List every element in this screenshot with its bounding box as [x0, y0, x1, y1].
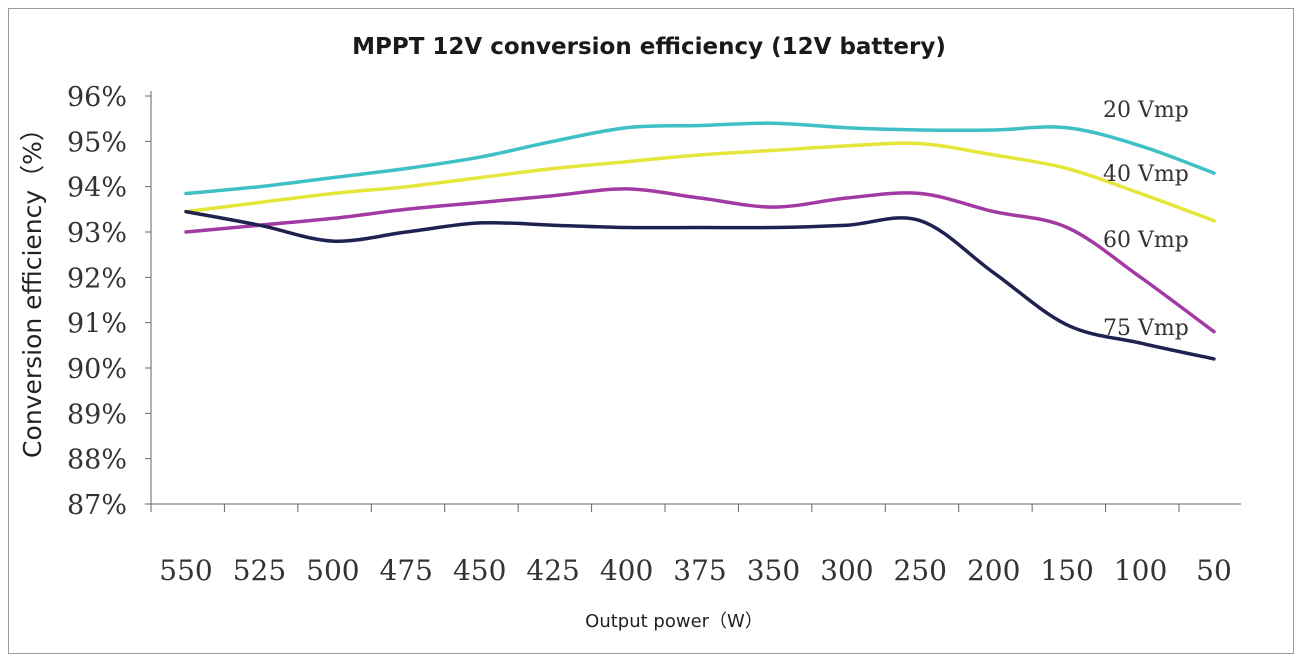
x-tick-label: 250: [894, 554, 947, 587]
x-tick-label: 425: [526, 554, 579, 587]
x-axis-label: Output power（W）: [585, 611, 763, 632]
y-tick-label: 95%: [67, 127, 127, 158]
series-line-20-vmp: [184, 121, 1216, 196]
y-tick-label: 92%: [67, 263, 127, 294]
series-label-75-vmp: 75 Vmp: [1103, 316, 1189, 341]
x-tick-label: 450: [453, 554, 506, 587]
series-lines: [184, 121, 1216, 361]
y-tick-labels: 87% 88% 89% 90% 91% 92% 93% 94% 95% 96%: [67, 82, 127, 521]
series-line-60-vmp: [184, 187, 1216, 334]
x-tick-label: 100: [1114, 554, 1167, 587]
y-tick-label: 91%: [67, 309, 127, 340]
x-tick-label: 200: [967, 554, 1020, 587]
x-tick-label: 300: [820, 554, 873, 587]
x-tick-label: 350: [747, 554, 800, 587]
y-tick-label: 89%: [67, 399, 127, 430]
axes: [145, 91, 1241, 512]
series-label-60-vmp: 60 Vmp: [1103, 228, 1189, 253]
chart-title: MPPT 12V conversion efficiency (12V batt…: [352, 34, 946, 60]
series-labels: 20 Vmp 40 Vmp 60 Vmp 75 Vmp: [1103, 98, 1189, 341]
y-tick-label: 94%: [67, 173, 127, 204]
y-tick-label: 88%: [67, 445, 127, 476]
x-tick-label: 550: [159, 554, 212, 587]
x-tick-label: 375: [673, 554, 726, 587]
y-tick-label: 90%: [67, 354, 127, 385]
x-tick-label: 500: [306, 554, 359, 587]
y-tick-label: 96%: [67, 82, 127, 113]
x-tick-label: 50: [1196, 554, 1232, 587]
series-label-20-vmp: 20 Vmp: [1103, 98, 1189, 123]
x-tick-label: 150: [1040, 554, 1093, 587]
x-tick-label: 475: [380, 554, 433, 587]
x-tick-labels: 550 525 500 475 450 425 400 375 350 300 250 200 150 1…: [159, 554, 1232, 587]
x-tick-label: 525: [233, 554, 286, 587]
chart-frame: MPPT 12V conversion efficiency (12V batt…: [8, 8, 1294, 654]
x-tick-label: 400: [600, 554, 653, 587]
y-tick-label: 87%: [67, 490, 127, 521]
line-chart: MPPT 12V conversion efficiency (12V batt…: [18, 34, 1241, 632]
y-tick-label: 93%: [67, 218, 127, 249]
series-line-40-vmp: [184, 141, 1216, 223]
series-label-40-vmp: 40 Vmp: [1103, 162, 1189, 187]
series-line-75-vmp: [184, 209, 1216, 361]
y-axis-label: Conversion efficiency（%）: [18, 116, 47, 458]
